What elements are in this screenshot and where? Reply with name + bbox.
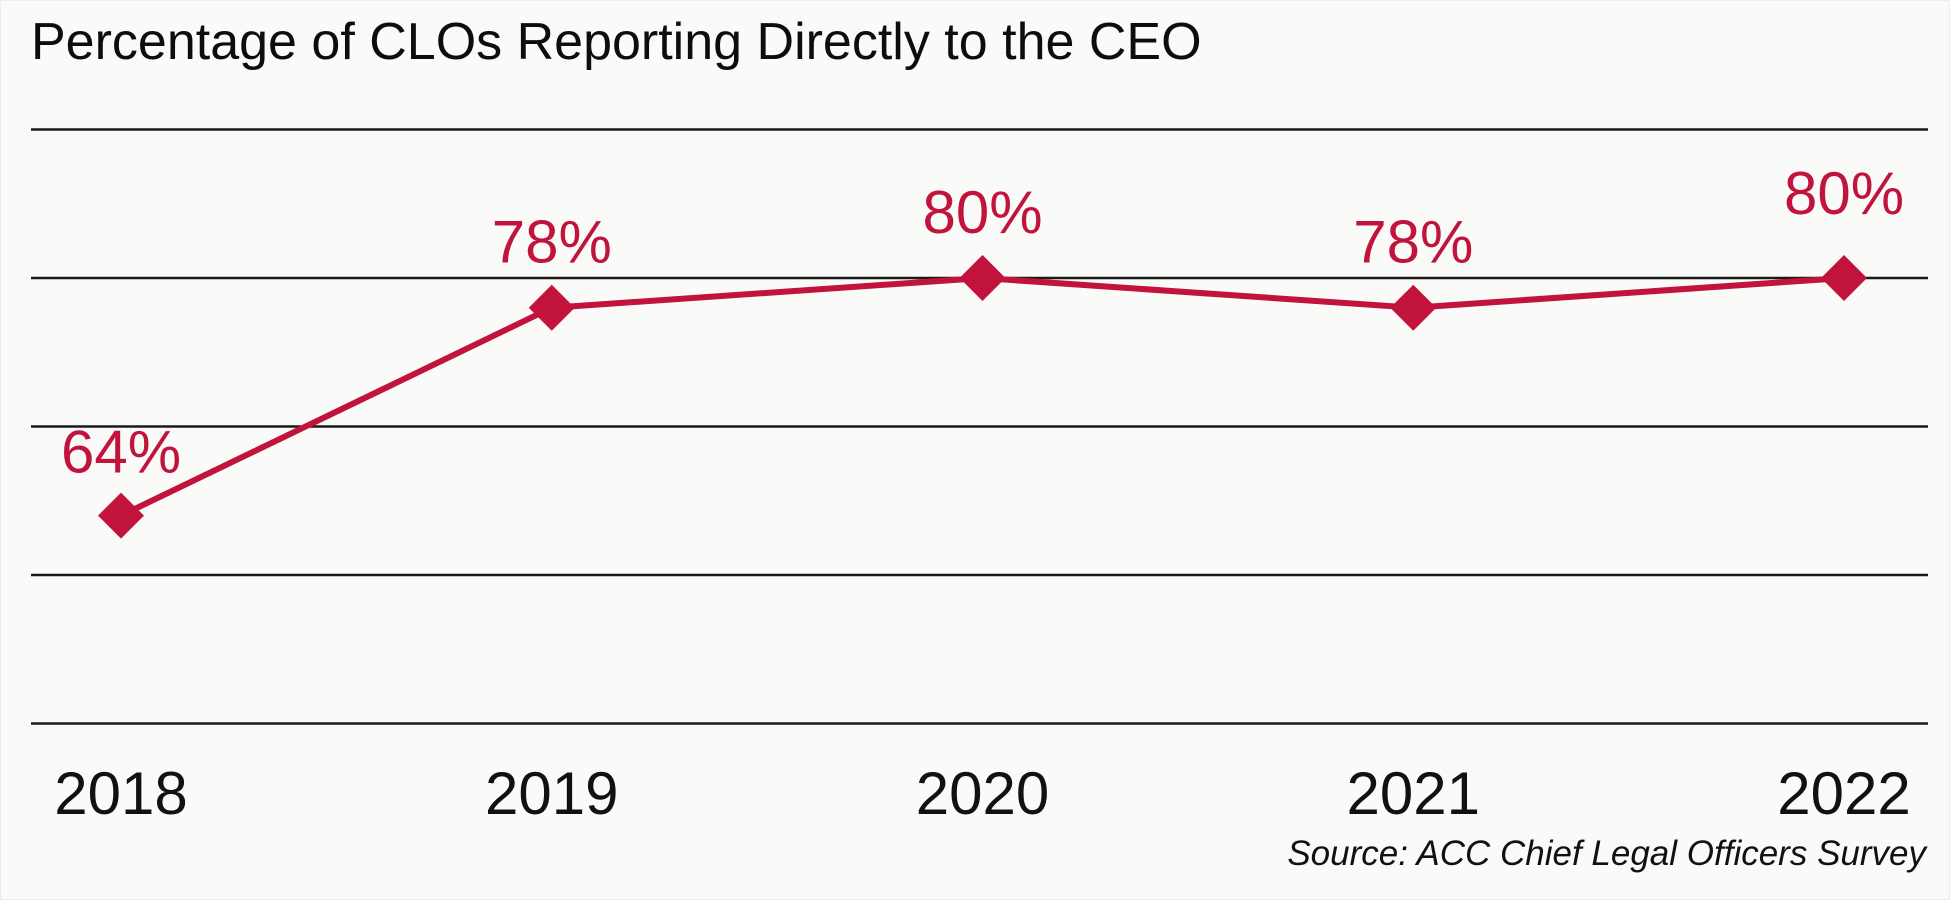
data-point-marker [1821, 255, 1867, 301]
data-point-marker [1390, 284, 1437, 331]
trend-line [119, 275, 1845, 519]
chart-title: Percentage of CLOs Reporting Directly to… [31, 13, 1202, 71]
data-point-marker [528, 284, 575, 331]
x-axis-label: 2021 [1347, 760, 1480, 827]
data-point-marker [959, 255, 1006, 301]
x-axis-label: 2019 [485, 760, 618, 827]
x-axis-label: 2022 [1777, 760, 1910, 827]
x-axis-label: 2020 [916, 760, 1049, 827]
source-note: Source: ACC Chief Legal Officers Survey [1287, 834, 1926, 873]
data-label: 64% [61, 419, 181, 486]
data-label: 80% [922, 179, 1042, 246]
x-axis-label: 2018 [54, 760, 187, 827]
data-label: 80% [1784, 160, 1904, 227]
data-point-marker [98, 492, 144, 539]
data-label: 78% [1353, 209, 1473, 276]
data-label: 78% [492, 209, 612, 276]
